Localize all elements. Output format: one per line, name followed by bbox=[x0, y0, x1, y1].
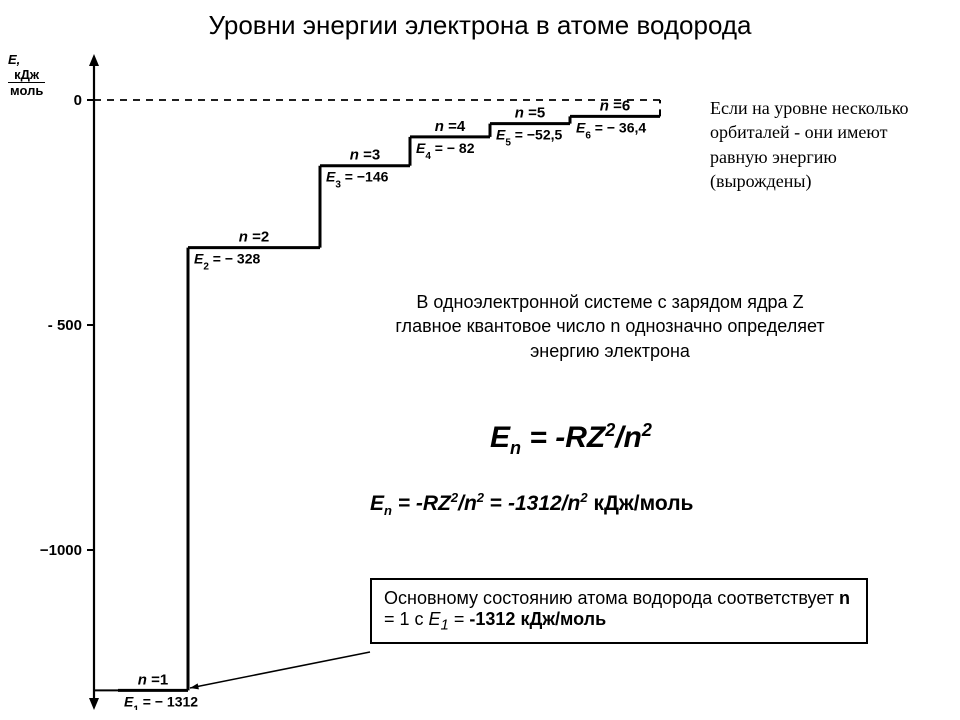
svg-text:- 500: - 500 bbox=[48, 317, 82, 334]
svg-text:n =5: n =5 bbox=[515, 105, 545, 122]
svg-text:E1 = − 1312: E1 = − 1312 bbox=[124, 693, 198, 710]
svg-text:E6 = − 36,4: E6 = − 36,4 bbox=[576, 119, 646, 141]
svg-text:E5 = −52,5: E5 = −52,5 bbox=[496, 127, 562, 149]
svg-text:0: 0 bbox=[74, 92, 82, 109]
svg-text:E3 = −146: E3 = −146 bbox=[326, 169, 389, 191]
axis-E-symbol: E, bbox=[8, 52, 20, 67]
svg-text:n =1: n =1 bbox=[138, 671, 168, 688]
svg-text:E4 = − 82: E4 = − 82 bbox=[416, 140, 475, 162]
svg-text:−1000: −1000 bbox=[40, 542, 82, 559]
svg-text:n =3: n =3 bbox=[350, 147, 380, 164]
page-title: Уровни энергии электрона в атоме водород… bbox=[0, 10, 960, 41]
energy-level-diagram: 0 - 500 −1000 n =1 E1 = − 1312 n =2 E2 = − 328… bbox=[40, 50, 690, 710]
svg-text:n =4: n =4 bbox=[435, 118, 466, 135]
svg-text:n =2: n =2 bbox=[239, 229, 269, 246]
degeneracy-note: Если на уровне несколько орбиталей - они… bbox=[710, 96, 940, 193]
svg-text:n =6: n =6 bbox=[600, 97, 630, 114]
svg-text:E2 = − 328: E2 = − 328 bbox=[194, 251, 260, 273]
